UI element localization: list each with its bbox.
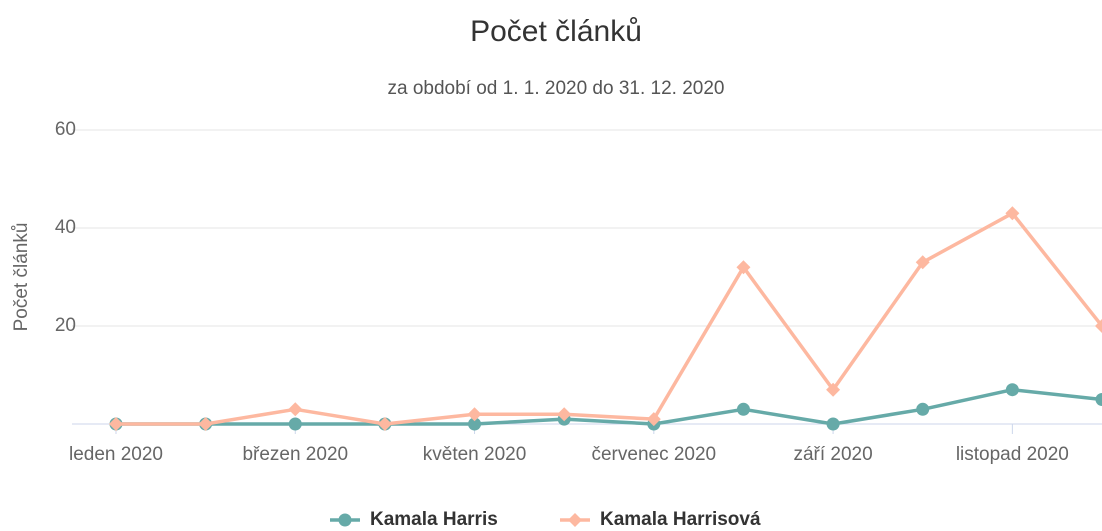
data-point [1095, 319, 1102, 333]
y-axis-title: Počet článků [11, 223, 32, 332]
legend-item: Kamala Harris [330, 509, 498, 530]
legend-item: Kamala Harrisová [560, 509, 761, 530]
y-tick-label: 60 [55, 119, 76, 140]
data-point [826, 417, 840, 431]
data-point [288, 417, 302, 431]
data-point [109, 417, 123, 431]
legend-marker [338, 513, 352, 527]
data-point [915, 255, 930, 270]
data-point [1095, 393, 1102, 406]
data-point [1005, 383, 1019, 397]
data-point [1005, 206, 1020, 221]
legend-label: Kamala Harrisová [600, 509, 761, 530]
data-point [826, 382, 841, 397]
x-tick-label: leden 2020 [69, 444, 163, 465]
y-tick-label: 40 [55, 217, 76, 238]
chart-subtitle: za období od 1. 1. 2020 do 31. 12. 2020 [387, 78, 724, 99]
legend-marker [568, 513, 582, 527]
data-point [736, 402, 750, 416]
data-point [646, 412, 661, 427]
series-line [116, 387, 1102, 426]
y-tick-label: 20 [55, 315, 76, 336]
data-point [736, 260, 751, 275]
x-tick-label: září 2020 [793, 444, 872, 465]
legend-label: Kamala Harris [370, 509, 498, 530]
data-point [916, 402, 930, 416]
x-tick-label: březen 2020 [242, 444, 348, 465]
data-point [468, 417, 482, 431]
data-point [377, 417, 392, 431]
data-point [467, 407, 482, 422]
chart-title: Počet článků [470, 15, 642, 48]
series-line [116, 211, 1102, 426]
x-tick-label: listopad 2020 [956, 444, 1069, 465]
data-point [198, 417, 213, 431]
data-point [557, 407, 572, 422]
x-tick-label: květen 2020 [423, 444, 527, 465]
x-tick-label: červenec 2020 [591, 444, 716, 465]
data-point [288, 402, 303, 417]
